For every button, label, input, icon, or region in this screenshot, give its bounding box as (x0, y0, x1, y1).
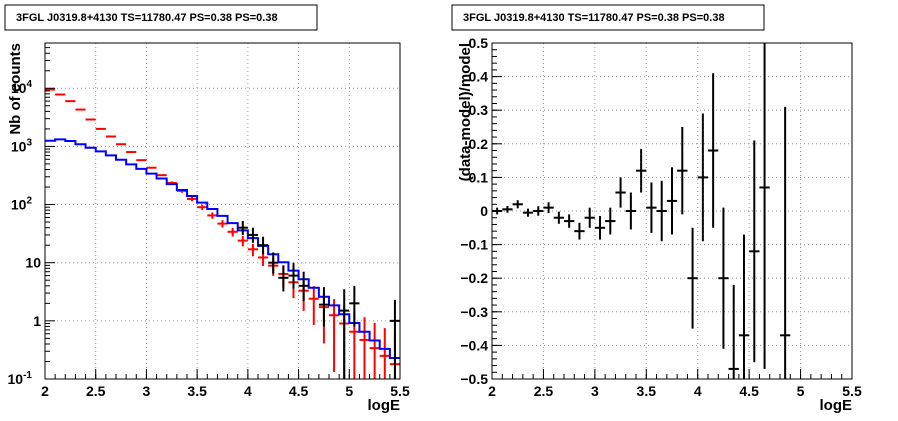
x-tick-label: 5 (797, 383, 805, 399)
y-tick-label: 1 (33, 313, 41, 329)
residual-ylabel: (data-model)/model (457, 43, 474, 181)
y-tick-label: 104 (11, 79, 33, 96)
counts-title-box (4, 4, 318, 31)
x-tick-label: 4.5 (289, 383, 309, 399)
residual-ticks: 2 2.5 3 3.5 4 4.5 5 5.5 −0.5 −0.4 −0.3 −0.2 −0.1 0 0.1… (460, 35, 862, 399)
y-tick-label: 10 (25, 255, 41, 271)
y-tick-label: 0.5 (469, 35, 489, 51)
x-tick-label: 2 (41, 383, 49, 399)
counts-grid (45, 43, 400, 379)
counts-xlabel: logE (368, 397, 401, 414)
counts-ticks: 2 2.5 3 3.5 4 4.5 5 5.5 10-1 1 10 102 103 104 (8, 42, 410, 399)
x-tick-label: 2 (488, 383, 496, 399)
y-tick-label: −0.3 (460, 304, 488, 320)
counts-title: 3FGL J0319.8+4130 TS=11780.47 PS=0.38 PS… (16, 12, 278, 24)
x-tick-label: 4 (694, 383, 702, 399)
y-tick-label: 0.4 (469, 69, 489, 85)
y-tick-label: −0.1 (460, 237, 488, 253)
x-tick-label: 4.5 (739, 383, 759, 399)
residual-series (492, 43, 791, 379)
x-tick-label: 5 (345, 383, 353, 399)
y-tick-label: 0 (480, 203, 488, 219)
x-tick-label: 3.5 (637, 383, 657, 399)
y-tick-label: −0.4 (460, 337, 488, 353)
x-tick-label: 5.5 (842, 383, 862, 399)
counts-panel: 2 2.5 3 3.5 4 4.5 5 5.5 10-1 1 10 102 103 104 3FGL J0… (4, 4, 410, 414)
x-tick-label: 4 (244, 383, 252, 399)
y-tick-label: −0.5 (460, 371, 488, 387)
y-tick-label: 10-1 (8, 370, 33, 387)
y-tick-label: 0.2 (469, 136, 489, 152)
x-tick-label: 3 (143, 383, 151, 399)
y-tick-label: 0.1 (469, 169, 489, 185)
counts-ylabel: Nb of counts (7, 43, 24, 135)
counts-series (45, 88, 400, 379)
residual-xlabel: logE (820, 397, 853, 414)
y-tick-label: 103 (11, 137, 33, 154)
y-tick-label: −0.2 (460, 270, 488, 286)
y-tick-label: 0.3 (469, 102, 489, 118)
blue-model-step (45, 138, 400, 359)
x-tick-label: 5.5 (390, 383, 410, 399)
residual-title: 3FGL J0319.8+4130 TS=11780.47 PS=0.38 PS… (463, 12, 725, 24)
x-tick-label: 2.5 (86, 383, 106, 399)
x-tick-label: 3.5 (187, 383, 207, 399)
x-tick-label: 2.5 (534, 383, 554, 399)
residual-title-box (451, 4, 765, 31)
residual-panel: 2 2.5 3 3.5 4 4.5 5 5.5 −0.5 −0.4 −0.3 −0.2 −0.1 0 0.1… (451, 4, 862, 414)
counts-plot-frame (44, 42, 401, 380)
x-tick-label: 3 (591, 383, 599, 399)
y-tick-label: 102 (11, 196, 33, 213)
